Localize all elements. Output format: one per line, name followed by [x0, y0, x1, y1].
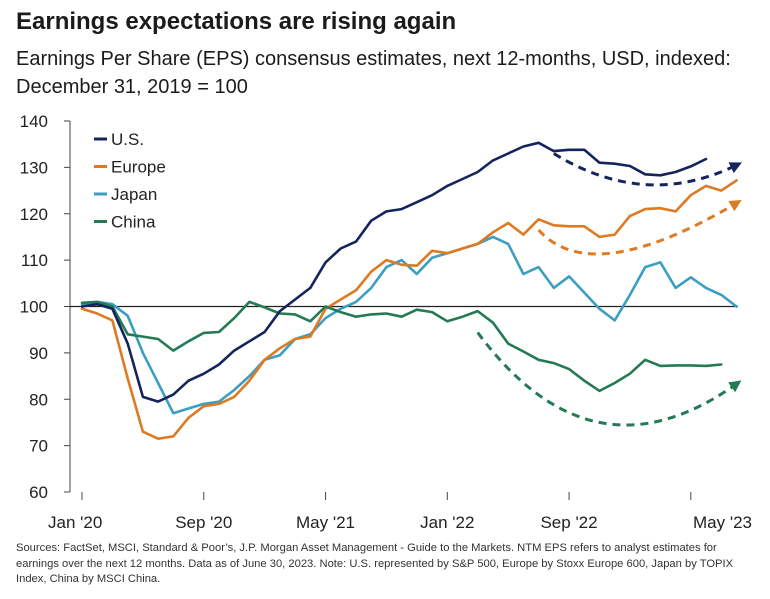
legend-label: China — [111, 213, 156, 232]
y-tick-label: 130 — [20, 158, 48, 177]
legend: U.S. Europe Japan China — [94, 130, 166, 232]
x-tick-label: May '23 — [693, 513, 752, 532]
y-tick-label: 90 — [29, 344, 48, 363]
axes: 60 70 80 90 100 110 120 130 140 Jan '20 Sep '20 May… — [20, 112, 752, 532]
x-tick-label: Sep '20 — [175, 513, 232, 532]
series-line-china — [80, 300, 723, 393]
y-tick-label: 60 — [29, 483, 48, 502]
y-tick-label: 140 — [20, 112, 48, 131]
x-tick-label: Jan '22 — [420, 513, 474, 532]
legend-label: Europe — [111, 158, 166, 177]
y-tick-label: 80 — [29, 390, 48, 409]
y-tick-label: 120 — [20, 205, 48, 224]
y-tick-label: 70 — [29, 437, 48, 456]
y-tick-label: 100 — [20, 298, 48, 317]
source-note: Sources: FactSet, MSCI, Standard & Poor’… — [16, 542, 734, 585]
series-lines — [80, 141, 738, 440]
chart-title: Earnings expectations are rising again — [16, 8, 457, 35]
x-tick-label: Sep '22 — [540, 513, 597, 532]
legend-label: Japan — [111, 185, 157, 204]
series-line-us — [80, 141, 708, 403]
chart-subtitle: Earnings Per Share (EPS) consensus estim… — [16, 48, 731, 98]
x-tick-label: May '21 — [296, 513, 355, 532]
series-line-europe — [80, 179, 738, 440]
y-tick-label: 110 — [21, 251, 48, 270]
trend-arrows — [476, 152, 742, 427]
legend-label: U.S. — [111, 130, 144, 149]
trend-arrow-europe — [537, 200, 742, 256]
line-chart: 60 70 80 90 100 110 120 130 140 Jan '20 Sep '20 May… — [20, 112, 752, 532]
trend-arrow-china — [476, 331, 742, 427]
series-line-japan — [80, 235, 738, 415]
trend-arrow-us — [553, 152, 742, 187]
x-tick-label: Jan '20 — [48, 513, 102, 532]
